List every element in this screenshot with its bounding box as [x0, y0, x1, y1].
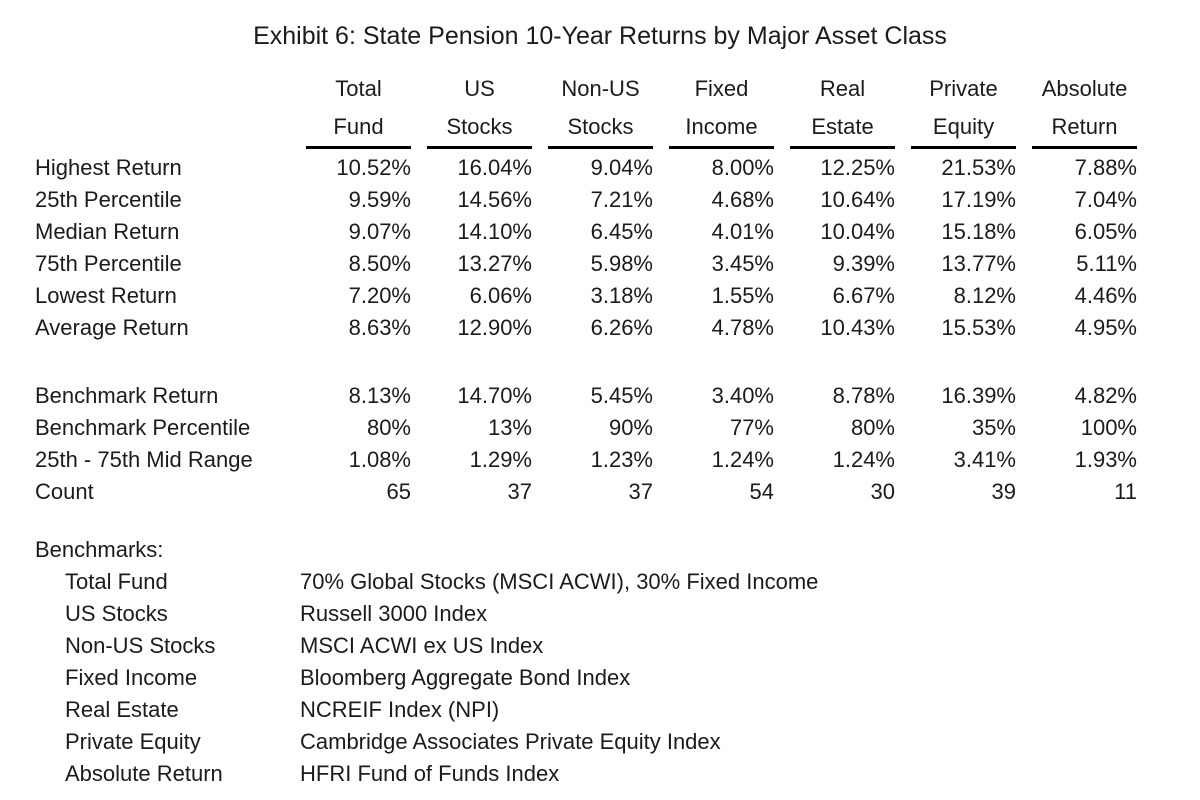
column-header-absolute-return: Absolute Return	[1032, 70, 1137, 149]
column-header-non-us-stocks: Non-US Stocks	[548, 70, 653, 149]
benchmark-item-absolute-return: Absolute Return HFRI Fund of Funds Index	[65, 761, 560, 786]
benchmark-item-private-equity: Private Equity Cambridge Associates Priv…	[65, 729, 721, 754]
column-header-us-stocks: US Stocks	[427, 70, 532, 149]
returns-table: Total Fund US Stocks Non-US Stocks Fixed…	[19, 70, 1153, 508]
spacer-row	[35, 344, 1137, 380]
benchmark-item-fixed-income: Fixed Income Bloomberg Aggregate Bond In…	[65, 665, 631, 690]
table-row-median-return: Median Return 9.07% 14.10% 6.45% 4.01% 1…	[35, 219, 1137, 244]
column-header-fixed-income: Fixed Income	[669, 70, 774, 149]
table-row-count: Count 65 37 37 54 30 39 11	[35, 479, 1137, 504]
table-row-75th-percentile: 75th Percentile 8.50% 13.27% 5.98% 3.45%…	[35, 251, 1137, 276]
benchmark-item-non-us-stocks: Non-US Stocks MSCI ACWI ex US Index	[65, 633, 544, 658]
table-row-benchmark-return: Benchmark Return 8.13% 14.70% 5.45% 3.40…	[35, 383, 1137, 408]
table-row-lowest-return: Lowest Return 7.20% 6.06% 3.18% 1.55% 6.…	[35, 283, 1137, 308]
column-header-total-fund: Total Fund	[306, 70, 411, 149]
exhibit-title: Exhibit 6: State Pension 10-Year Returns…	[253, 22, 947, 50]
benchmarks-section: Benchmarks: Total Fund 70% Global Stocks…	[35, 534, 1200, 790]
column-header-private-equity: Private Equity	[911, 70, 1016, 149]
benchmark-item-real-estate: Real Estate NCREIF Index (NPI)	[65, 697, 500, 722]
table-header-row: Total Fund US Stocks Non-US Stocks Fixed…	[35, 70, 1137, 149]
table-row-mid-range: 25th - 75th Mid Range 1.08% 1.29% 1.23% …	[35, 447, 1137, 472]
benchmark-item-us-stocks: US Stocks Russell 3000 Index	[65, 601, 488, 626]
corner-cell	[35, 70, 290, 149]
table-row-benchmark-percentile: Benchmark Percentile 80% 13% 90% 77% 80%…	[35, 415, 1137, 440]
benchmark-item-total-fund: Total Fund 70% Global Stocks (MSCI ACWI)…	[65, 569, 819, 594]
benchmarks-heading: Benchmarks:	[35, 537, 164, 562]
table-row-25th-percentile: 25th Percentile 9.59% 14.56% 7.21% 4.68%…	[35, 187, 1137, 212]
table-row-average-return: Average Return 8.63% 12.90% 6.26% 4.78% …	[35, 315, 1137, 340]
column-header-real-estate: Real Estate	[790, 70, 895, 149]
table-row-highest-return: Highest Return 10.52% 16.04% 9.04% 8.00%…	[35, 155, 1137, 180]
